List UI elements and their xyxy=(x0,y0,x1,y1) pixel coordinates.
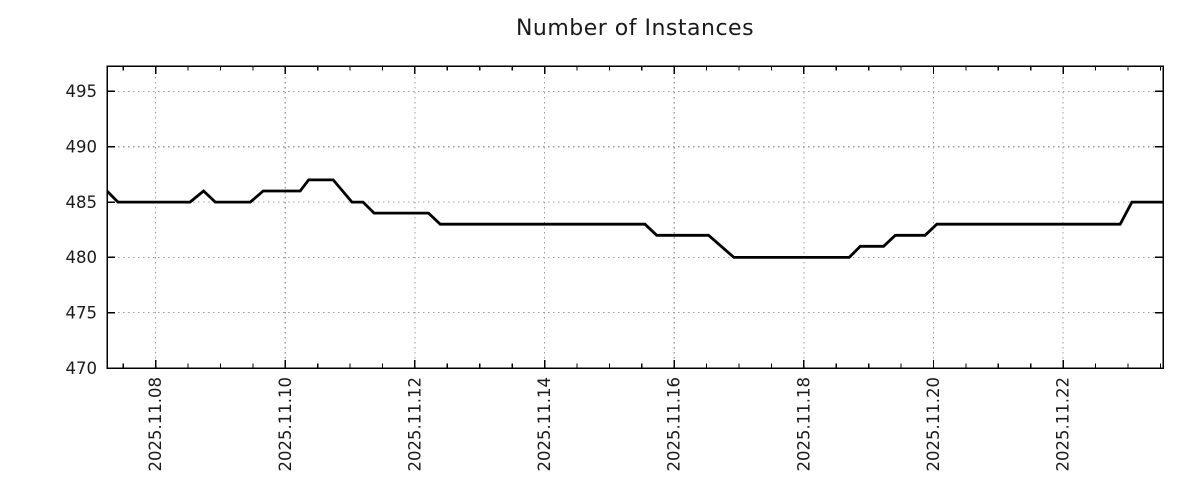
x-tick-label: 2025.11.12 xyxy=(405,377,424,471)
x-tick-label: 2025.11.16 xyxy=(665,377,684,471)
x-tick-label: 2025.11.08 xyxy=(146,377,165,471)
x-tick-label: 2025.11.22 xyxy=(1054,377,1073,471)
chart-title: Number of Instances xyxy=(515,16,755,41)
plot-border xyxy=(106,65,1164,369)
x-tick-label: 2025.11.20 xyxy=(924,377,943,471)
y-tick-label: 495 xyxy=(66,82,98,101)
y-tick-label: 475 xyxy=(66,303,98,322)
x-tick-label: 2025.11.14 xyxy=(535,377,554,471)
data-line xyxy=(106,178,1163,259)
x-tick-label: 2025.11.18 xyxy=(794,377,813,471)
y-tick-label: 485 xyxy=(66,193,98,212)
x-tick-label: 2025.11.10 xyxy=(276,377,295,471)
y-tick-label: 490 xyxy=(66,138,98,157)
y-tick-label: 480 xyxy=(66,248,98,267)
y-tick-label: 470 xyxy=(66,359,98,378)
